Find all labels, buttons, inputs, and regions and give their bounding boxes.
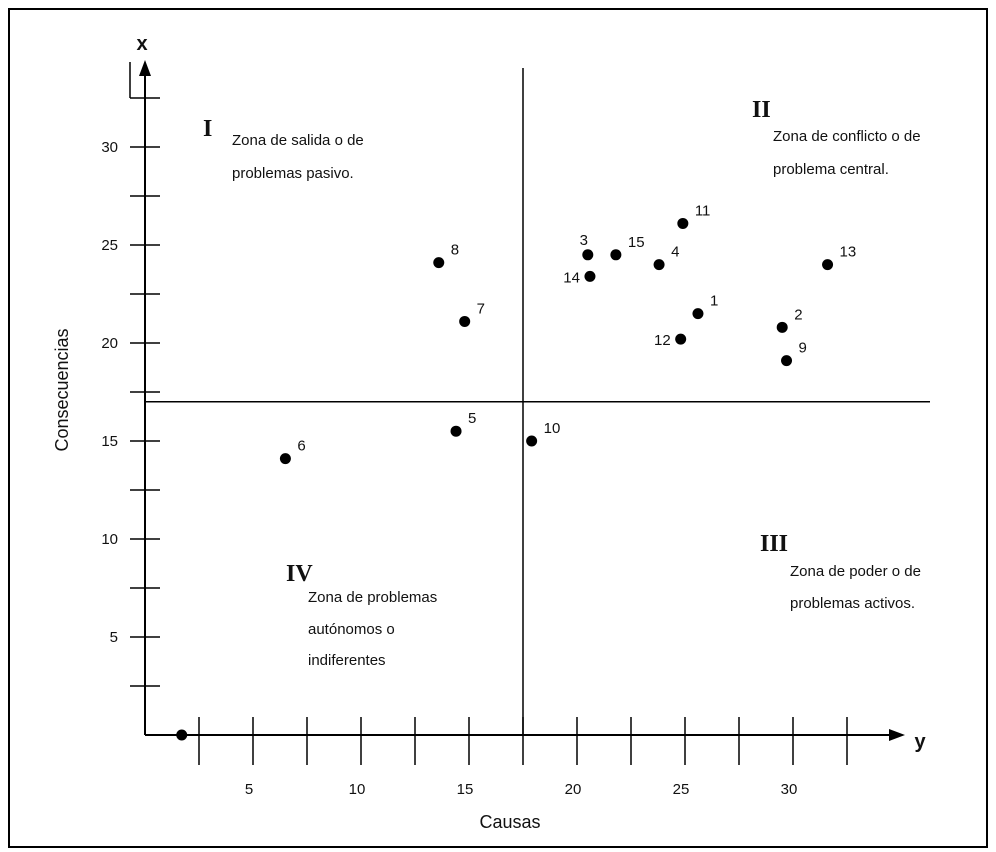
zone-i-numeral: I xyxy=(203,116,212,142)
zone-ii: II Zona de conflicto o de problema centr… xyxy=(752,97,921,178)
point-label: 9 xyxy=(799,340,807,357)
zone-iv-numeral: IV xyxy=(286,561,313,587)
x-tick-label: 10 xyxy=(349,781,366,798)
y-tick-label: 10 xyxy=(101,531,118,548)
x-tick-label: 20 xyxy=(565,781,582,798)
x-tick-label: 30 xyxy=(781,781,798,798)
x-axis-title: Causas xyxy=(479,812,540,832)
x-tick-label: 15 xyxy=(457,781,474,798)
point-label: 14 xyxy=(563,269,580,286)
data-point xyxy=(822,259,834,271)
quadrant-dividers xyxy=(145,68,930,735)
data-point xyxy=(610,249,622,261)
data-point xyxy=(653,259,665,271)
y-tick-label: 20 xyxy=(101,335,118,352)
data-point xyxy=(776,321,788,333)
zone-iv-line-3: indiferentes xyxy=(308,652,386,669)
y-tick-label: 30 xyxy=(101,139,118,156)
data-point xyxy=(781,355,793,367)
x-tick-label: 5 xyxy=(245,781,253,798)
data-point xyxy=(459,315,471,327)
zone-i: I Zona de salida o de problemas pasivo. xyxy=(203,116,364,182)
zone-iii-line-2: problemas activos. xyxy=(790,595,915,612)
point-label: 5 xyxy=(468,410,476,427)
point-label: 11 xyxy=(695,202,711,219)
data-point xyxy=(675,333,687,345)
zone-ii-numeral: II xyxy=(752,97,771,123)
zone-iv-line-2: autónomos o xyxy=(308,621,395,638)
x-axis-arrow xyxy=(889,729,905,741)
point-label: 1 xyxy=(710,293,718,310)
point-label: 6 xyxy=(297,438,305,455)
zone-iii-numeral: III xyxy=(760,531,788,557)
y-axis-title: Consecuencias xyxy=(52,328,72,451)
zone-i-line-2: problemas pasivo. xyxy=(232,165,354,182)
data-point xyxy=(677,217,689,229)
point-label: 4 xyxy=(671,244,679,261)
y-tick-label: 25 xyxy=(101,237,118,254)
zone-ii-line-1: Zona de conflicto o de xyxy=(773,128,921,145)
zone-iii-line-1: Zona de poder o de xyxy=(790,563,921,580)
data-point xyxy=(279,453,291,465)
data-point xyxy=(176,729,188,741)
data-point xyxy=(450,425,462,437)
point-label: 15 xyxy=(628,234,645,251)
data-point xyxy=(584,270,596,282)
x-tick-label: 25 xyxy=(673,781,690,798)
x-axis-letter: y xyxy=(914,731,926,753)
zone-iv-line-1: Zona de problemas xyxy=(308,589,437,606)
chart-frame xyxy=(8,8,988,848)
point-label: 12 xyxy=(654,332,671,349)
point-label: 3 xyxy=(580,232,588,249)
zone-iii: III Zona de poder o de problemas activos… xyxy=(760,531,921,612)
point-label: 10 xyxy=(544,420,561,437)
data-point xyxy=(692,308,704,320)
y-tick-label: 5 xyxy=(110,629,118,646)
point-label: 8 xyxy=(451,242,459,259)
data-point xyxy=(582,249,594,261)
point-label: 2 xyxy=(794,306,802,323)
zone-iv: IV Zona de problemas autónomos o indifer… xyxy=(286,561,437,669)
zone-i-line-1: Zona de salida o de xyxy=(232,132,364,149)
y-axis-arrow xyxy=(139,60,151,76)
y-axis-letter: x xyxy=(136,33,147,55)
data-point xyxy=(433,257,445,269)
data-point xyxy=(526,435,538,447)
zone-ii-line-2: problema central. xyxy=(773,161,889,178)
point-label: 7 xyxy=(477,300,485,317)
point-label: 13 xyxy=(840,244,857,261)
y-tick-label: 15 xyxy=(101,433,118,450)
